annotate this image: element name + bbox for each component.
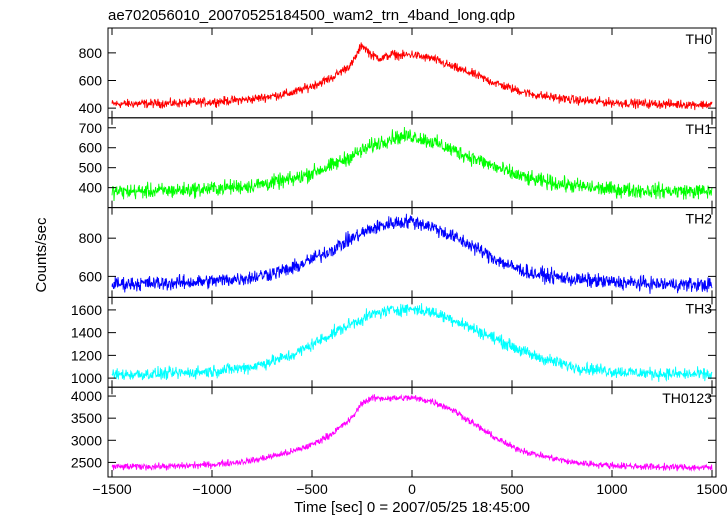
series-th0123 — [111, 393, 713, 472]
chart-title: ae702056010_20070525184500_wam2_trn_4ban… — [108, 7, 515, 24]
panel-th0123: 2500 3000 3500 4000 TH0123 — [71, 386, 717, 478]
y-tick-label: 1000 — [71, 370, 102, 386]
y-axis-label: Counts/sec — [33, 217, 50, 293]
panel-label: TH0123 — [662, 390, 712, 406]
y-tick-label: 800 — [79, 45, 103, 61]
y-tick-label: 800 — [79, 230, 103, 246]
panel-label: TH1 — [686, 121, 713, 137]
series-th3 — [111, 303, 713, 383]
series-th2 — [111, 213, 713, 294]
x-tick-label: 1500 — [696, 481, 727, 497]
panel-label: TH3 — [686, 300, 713, 316]
x-tick-label: −500 — [296, 481, 328, 497]
panel-th0: 400 600 800 TH0 — [79, 27, 717, 119]
x-axis: −1500 −1000 −500 0 500 1000 1500 — [92, 481, 727, 497]
x-axis-label: Time [sec] 0 = 2007/05/25 18:45:00 — [294, 499, 530, 516]
panels: 400 600 800 TH0 400 500 600 700 TH1 600 800 TH2 1000… — [71, 27, 717, 478]
y-tick-label: 700 — [79, 120, 103, 136]
panel-label: TH2 — [686, 211, 713, 227]
y-tick-label: 400 — [79, 180, 103, 196]
panel-th2: 600 800 TH2 — [79, 207, 717, 298]
series-th1 — [111, 127, 713, 202]
x-tick-label: −1000 — [192, 481, 232, 497]
x-tick-label: −1500 — [92, 481, 132, 497]
y-tick-label: 3500 — [71, 410, 102, 426]
x-tick-label: 500 — [500, 481, 524, 497]
y-tick-label: 4000 — [71, 388, 102, 404]
panel-label: TH0 — [686, 31, 713, 47]
y-tick-label: 600 — [79, 72, 103, 88]
y-tick-label: 400 — [79, 100, 103, 116]
y-tick-label: 2500 — [71, 454, 102, 470]
y-tick-label: 1400 — [71, 325, 102, 341]
y-tick-label: 1200 — [71, 347, 102, 363]
y-tick-label: 600 — [79, 268, 103, 284]
series-th0 — [111, 42, 713, 111]
panel-th1: 400 500 600 700 TH1 — [79, 117, 717, 209]
x-tick-label: 1000 — [596, 481, 627, 497]
y-tick-label: 1600 — [71, 302, 102, 318]
x-tick-label: 0 — [408, 481, 416, 497]
y-tick-label: 3000 — [71, 432, 102, 448]
panel-th3: 1000 1200 1400 1600 TH3 — [71, 296, 717, 388]
y-tick-label: 500 — [79, 160, 103, 176]
y-tick-label: 600 — [79, 140, 103, 156]
